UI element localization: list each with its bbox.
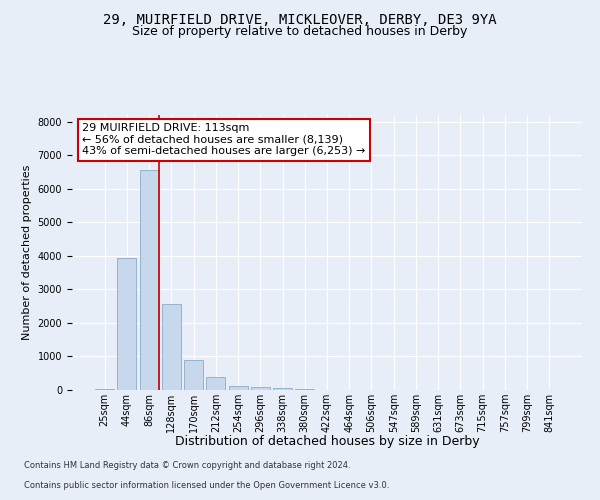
Text: 29, MUIRFIELD DRIVE, MICKLEOVER, DERBY, DE3 9YA: 29, MUIRFIELD DRIVE, MICKLEOVER, DERBY, … bbox=[103, 12, 497, 26]
Text: 29 MUIRFIELD DRIVE: 113sqm
← 56% of detached houses are smaller (8,139)
43% of s: 29 MUIRFIELD DRIVE: 113sqm ← 56% of deta… bbox=[82, 123, 365, 156]
Bar bbox=[140, 170, 158, 390]
Bar bbox=[206, 378, 225, 390]
Bar bbox=[95, 389, 114, 390]
Bar bbox=[162, 304, 181, 390]
Text: Size of property relative to detached houses in Derby: Size of property relative to detached ho… bbox=[133, 25, 467, 38]
Bar bbox=[229, 386, 248, 390]
Y-axis label: Number of detached properties: Number of detached properties bbox=[22, 165, 32, 340]
Bar bbox=[251, 386, 270, 390]
Bar bbox=[184, 360, 203, 390]
Text: Contains HM Land Registry data © Crown copyright and database right 2024.: Contains HM Land Registry data © Crown c… bbox=[24, 461, 350, 470]
Bar bbox=[118, 258, 136, 390]
Text: Distribution of detached houses by size in Derby: Distribution of detached houses by size … bbox=[175, 435, 479, 448]
Bar bbox=[273, 388, 292, 390]
Text: Contains public sector information licensed under the Open Government Licence v3: Contains public sector information licen… bbox=[24, 481, 389, 490]
